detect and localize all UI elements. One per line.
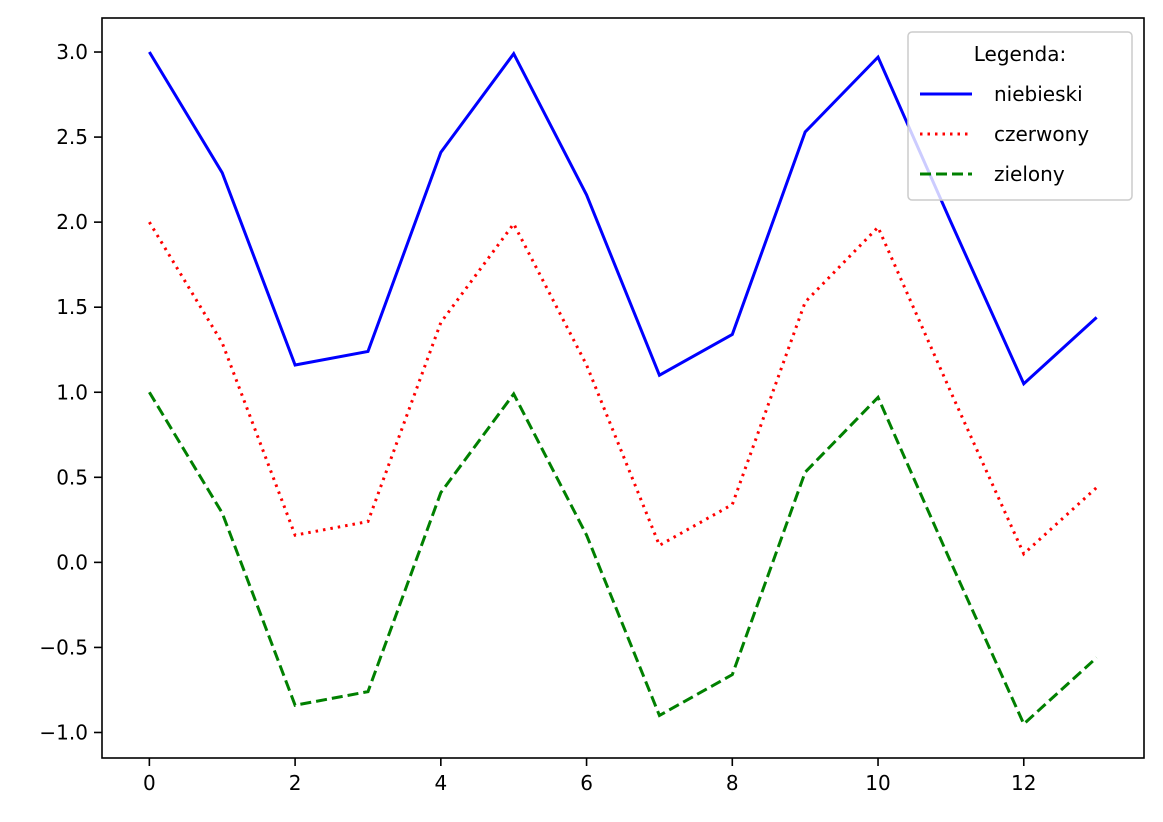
y-tick-label: 0.5 — [56, 465, 88, 489]
series-line-zielony — [148, 391, 1098, 727]
y-tick-label: 2.0 — [56, 210, 88, 234]
x-tick-label: 12 — [1011, 771, 1036, 795]
y-tick-label: 1.0 — [56, 380, 88, 404]
x-tick-label: 0 — [143, 771, 156, 795]
y-tick-label: −1.0 — [39, 720, 88, 744]
legend-box — [907, 31, 1133, 201]
legend-label-niebieski: niebieski — [994, 82, 1083, 106]
x-tick-label: 2 — [289, 771, 302, 795]
plot-frame — [101, 17, 1145, 759]
x-tick-label: 4 — [434, 771, 447, 795]
legend-label-zielony: zielony — [994, 162, 1065, 186]
series-line-czerwony — [148, 221, 1098, 557]
y-axis: −1.0 −0.5 0.0 0.5 1.0 1.5 2.0 2.5 3.0 — [39, 40, 102, 744]
y-tick-label: 2.5 — [56, 125, 88, 149]
y-tick-label: 0.0 — [56, 550, 88, 574]
y-tick-label: 1.5 — [56, 295, 88, 319]
x-axis: 0 2 4 6 8 10 12 — [143, 758, 1036, 795]
x-tick-label: 8 — [726, 771, 739, 795]
x-tick-label: 6 — [580, 771, 593, 795]
legend-title: Legenda: — [974, 42, 1066, 66]
y-tick-label: 3.0 — [56, 40, 88, 64]
legend: Legenda: niebieski czerwony zielony — [907, 31, 1133, 201]
x-tick-label: 10 — [865, 771, 890, 795]
y-tick-label: −0.5 — [39, 635, 88, 659]
legend-label-czerwony: czerwony — [994, 122, 1089, 146]
